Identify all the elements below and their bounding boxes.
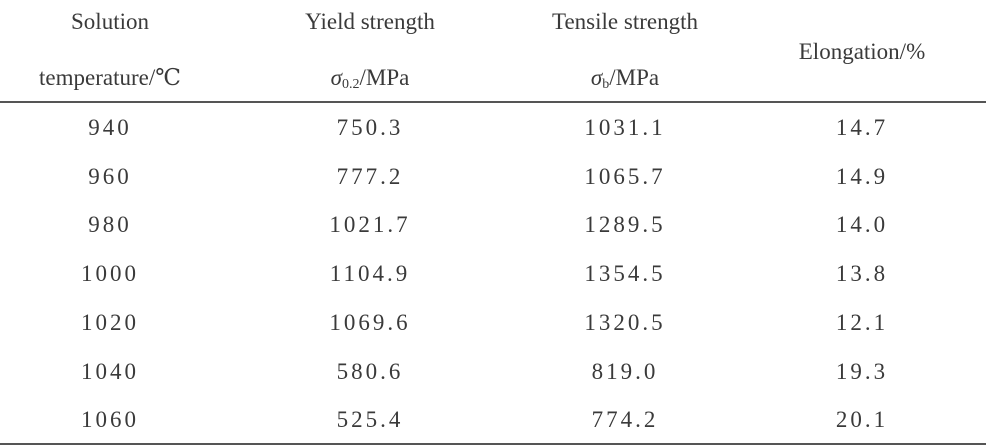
- table-cell: 13.8: [835, 261, 889, 287]
- table-cell: 750.3: [336, 115, 404, 140]
- table-cell: 580.6: [336, 358, 404, 384]
- table-cell: 1000: [81, 261, 139, 287]
- table-cell: 960: [88, 163, 132, 189]
- header-cell: Solution: [71, 9, 149, 34]
- table-cell: 20.1: [835, 407, 889, 433]
- bottom-rule: [0, 443, 986, 445]
- unit: /MPa: [609, 65, 660, 90]
- table-cell: 1069.6: [329, 309, 411, 335]
- header-cell: Elongation/%: [798, 39, 926, 64]
- table-cell: 14.7: [835, 115, 889, 140]
- table-cell: 1040: [81, 358, 139, 384]
- table-cell: 1320.5: [584, 309, 666, 335]
- header-cell: Tensile strength: [552, 9, 698, 34]
- table-cell: 774.2: [591, 407, 659, 433]
- table-cell: 1031.1: [584, 115, 666, 140]
- header-cell: temperature/℃: [39, 65, 181, 90]
- subscript: b: [602, 77, 610, 92]
- table-cell: 940: [88, 115, 132, 140]
- table-cell: 19.3: [835, 358, 889, 384]
- table-cell: 1289.5: [584, 212, 666, 238]
- header-cell: σ0.2/MPa: [331, 66, 410, 92]
- table-cell: 1354.5: [584, 261, 666, 287]
- table-cell: 1021.7: [329, 212, 411, 238]
- header-cell: Yield strength: [305, 9, 435, 34]
- table-cell: 12.1: [835, 309, 889, 335]
- symbol: σ: [590, 65, 603, 90]
- table-cell: 14.0: [835, 212, 889, 238]
- table-cell: 1020: [81, 309, 139, 335]
- table-cell: 980: [88, 212, 132, 238]
- table-cell: 1104.9: [329, 261, 411, 287]
- header-rule: [0, 101, 986, 103]
- header-cell: σb/MPa: [591, 66, 659, 92]
- table-cell: 525.4: [336, 407, 404, 433]
- table-cell: 819.0: [591, 358, 659, 384]
- table-cell: 777.2: [336, 163, 404, 189]
- symbol: σ: [330, 65, 342, 90]
- table-cell: 1065.7: [584, 163, 666, 189]
- subscript: 0.2: [342, 77, 360, 92]
- table-cell: 1060: [81, 407, 139, 433]
- unit: /MPa: [359, 65, 410, 90]
- table-cell: 14.9: [835, 163, 889, 189]
